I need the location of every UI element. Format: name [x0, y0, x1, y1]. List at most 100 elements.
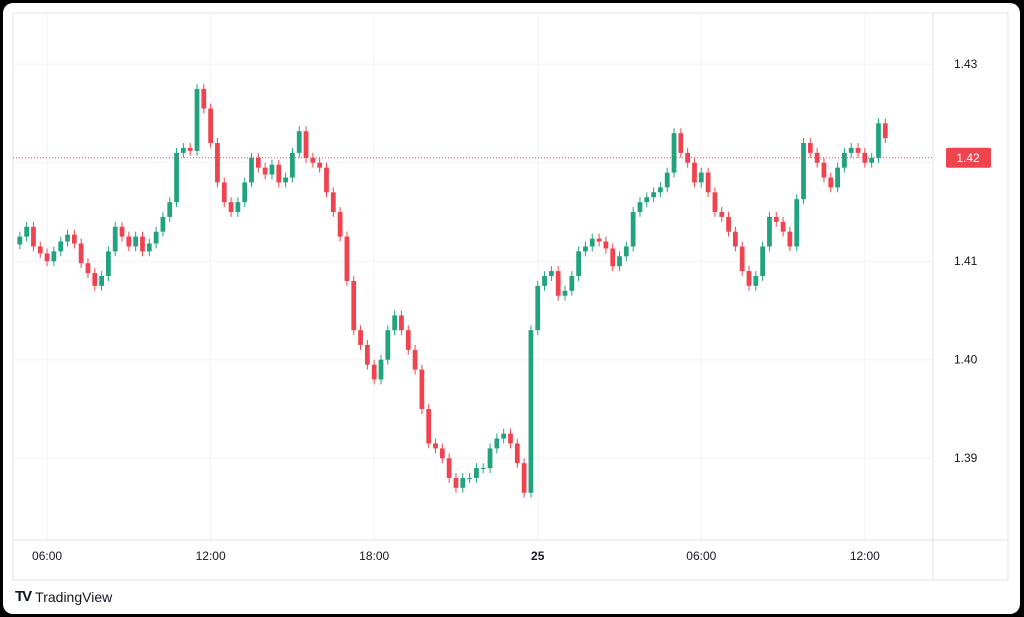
candle-body[interactable] [589, 238, 595, 247]
candle-body[interactable] [453, 477, 459, 488]
candle-body[interactable] [92, 273, 98, 286]
candle-body[interactable] [569, 276, 575, 291]
candle-body[interactable] [249, 157, 254, 183]
candle-body[interactable] [794, 199, 800, 247]
candle-body[interactable] [719, 211, 725, 217]
candle-body[interactable] [133, 236, 139, 247]
candle-body[interactable] [392, 315, 398, 331]
candle-body[interactable] [194, 88, 200, 151]
candle-body[interactable] [487, 448, 493, 469]
candle-body[interactable] [337, 211, 343, 237]
candle-body[interactable] [106, 251, 111, 277]
candle-body[interactable] [242, 182, 248, 203]
candle-body[interactable] [760, 246, 766, 277]
candle-body[interactable] [310, 157, 316, 163]
candle-body[interactable] [426, 408, 432, 444]
candle-body[interactable] [228, 202, 234, 212]
candle-body[interactable] [433, 443, 438, 449]
candle-body[interactable] [876, 123, 881, 158]
candle-body[interactable] [419, 369, 425, 409]
candle-body[interactable] [596, 238, 602, 242]
candle-body[interactable] [542, 276, 547, 286]
candle-body[interactable] [37, 246, 43, 254]
candle-body[interactable] [399, 315, 404, 331]
candle-body[interactable] [848, 147, 854, 153]
candle-body[interactable] [801, 143, 806, 200]
candle-body[interactable] [583, 246, 588, 252]
candle-body[interactable] [467, 477, 472, 479]
candle-body[interactable] [290, 152, 295, 178]
candle-body[interactable] [644, 197, 650, 203]
candle-body[interactable] [235, 202, 241, 212]
candle-body[interactable] [658, 187, 663, 193]
candle-body[interactable] [174, 152, 179, 203]
candle-body[interactable] [828, 177, 834, 188]
candle-body[interactable] [869, 157, 875, 163]
candle-body[interactable] [576, 251, 582, 277]
candle-body[interactable] [71, 234, 77, 244]
candle-body[interactable] [24, 226, 30, 237]
candle-body[interactable] [303, 131, 309, 158]
candle-body[interactable] [501, 433, 507, 439]
candle-body[interactable] [364, 344, 370, 365]
candle-body[interactable] [514, 443, 520, 464]
candle-body[interactable] [494, 438, 500, 449]
candle-body[interactable] [51, 251, 57, 262]
candle-body[interactable] [739, 246, 745, 272]
candle-body[interactable] [44, 253, 50, 262]
candle-body[interactable] [842, 152, 847, 168]
candle-body[interactable] [807, 143, 813, 153]
candle-body[interactable] [692, 162, 697, 183]
candle-body[interactable] [685, 152, 691, 163]
candle-body[interactable] [474, 468, 479, 478]
candle-body[interactable] [562, 290, 568, 296]
candle-body[interactable] [637, 202, 643, 212]
candle-body[interactable] [358, 330, 363, 345]
candle-body[interactable] [528, 330, 534, 493]
candle-body[interactable] [412, 349, 418, 370]
candle-body[interactable] [65, 234, 70, 242]
candle-body[interactable] [324, 167, 329, 193]
candle-body[interactable] [344, 236, 350, 281]
candle-body[interactable] [153, 231, 159, 244]
candle-body[interactable] [351, 280, 357, 331]
candle-body[interactable] [678, 133, 684, 153]
candle-body[interactable] [623, 246, 629, 257]
candle-body[interactable] [555, 271, 561, 296]
candle-body[interactable] [78, 243, 84, 264]
candle-body[interactable] [773, 216, 779, 222]
candle-body[interactable] [446, 458, 452, 478]
candle-body[interactable] [746, 271, 752, 286]
candle-body[interactable] [548, 271, 554, 277]
candle-body[interactable] [221, 182, 227, 203]
candle-body[interactable] [99, 276, 104, 286]
candle-body[interactable] [821, 162, 827, 178]
candle-body[interactable] [671, 133, 677, 173]
candle-body[interactable] [726, 216, 731, 232]
candle-body[interactable] [85, 263, 91, 274]
candle-body[interactable] [160, 216, 166, 232]
candle-body[interactable] [255, 157, 261, 168]
candle-body[interactable] [17, 236, 23, 245]
candle-body[interactable] [480, 468, 486, 470]
candle-body[interactable] [780, 221, 786, 232]
candle-body[interactable] [296, 131, 302, 153]
candle-body[interactable] [630, 211, 636, 247]
candle-body[interactable] [405, 330, 411, 350]
candle-body[interactable] [882, 123, 888, 139]
candle-body[interactable] [208, 108, 214, 144]
candle-body[interactable] [439, 448, 445, 459]
candle-body[interactable] [330, 192, 336, 212]
candle-body[interactable] [269, 164, 275, 175]
candle-body[interactable] [180, 147, 186, 153]
candle-body[interactable] [603, 241, 609, 249]
candle-body[interactable] [262, 167, 268, 175]
candle-body[interactable] [187, 147, 193, 151]
candle-body[interactable] [835, 167, 840, 188]
candle-body[interactable] [698, 172, 704, 183]
candle-body[interactable] [58, 241, 64, 252]
candlestick-chart[interactable]: 1.39 1.40 1.41 1.42 1.43 06:00 12:00 18:00 25 06:… [3, 3, 1020, 614]
candle-body[interactable] [617, 256, 622, 267]
candle-body[interactable] [664, 172, 670, 188]
candle-body[interactable] [705, 172, 711, 193]
